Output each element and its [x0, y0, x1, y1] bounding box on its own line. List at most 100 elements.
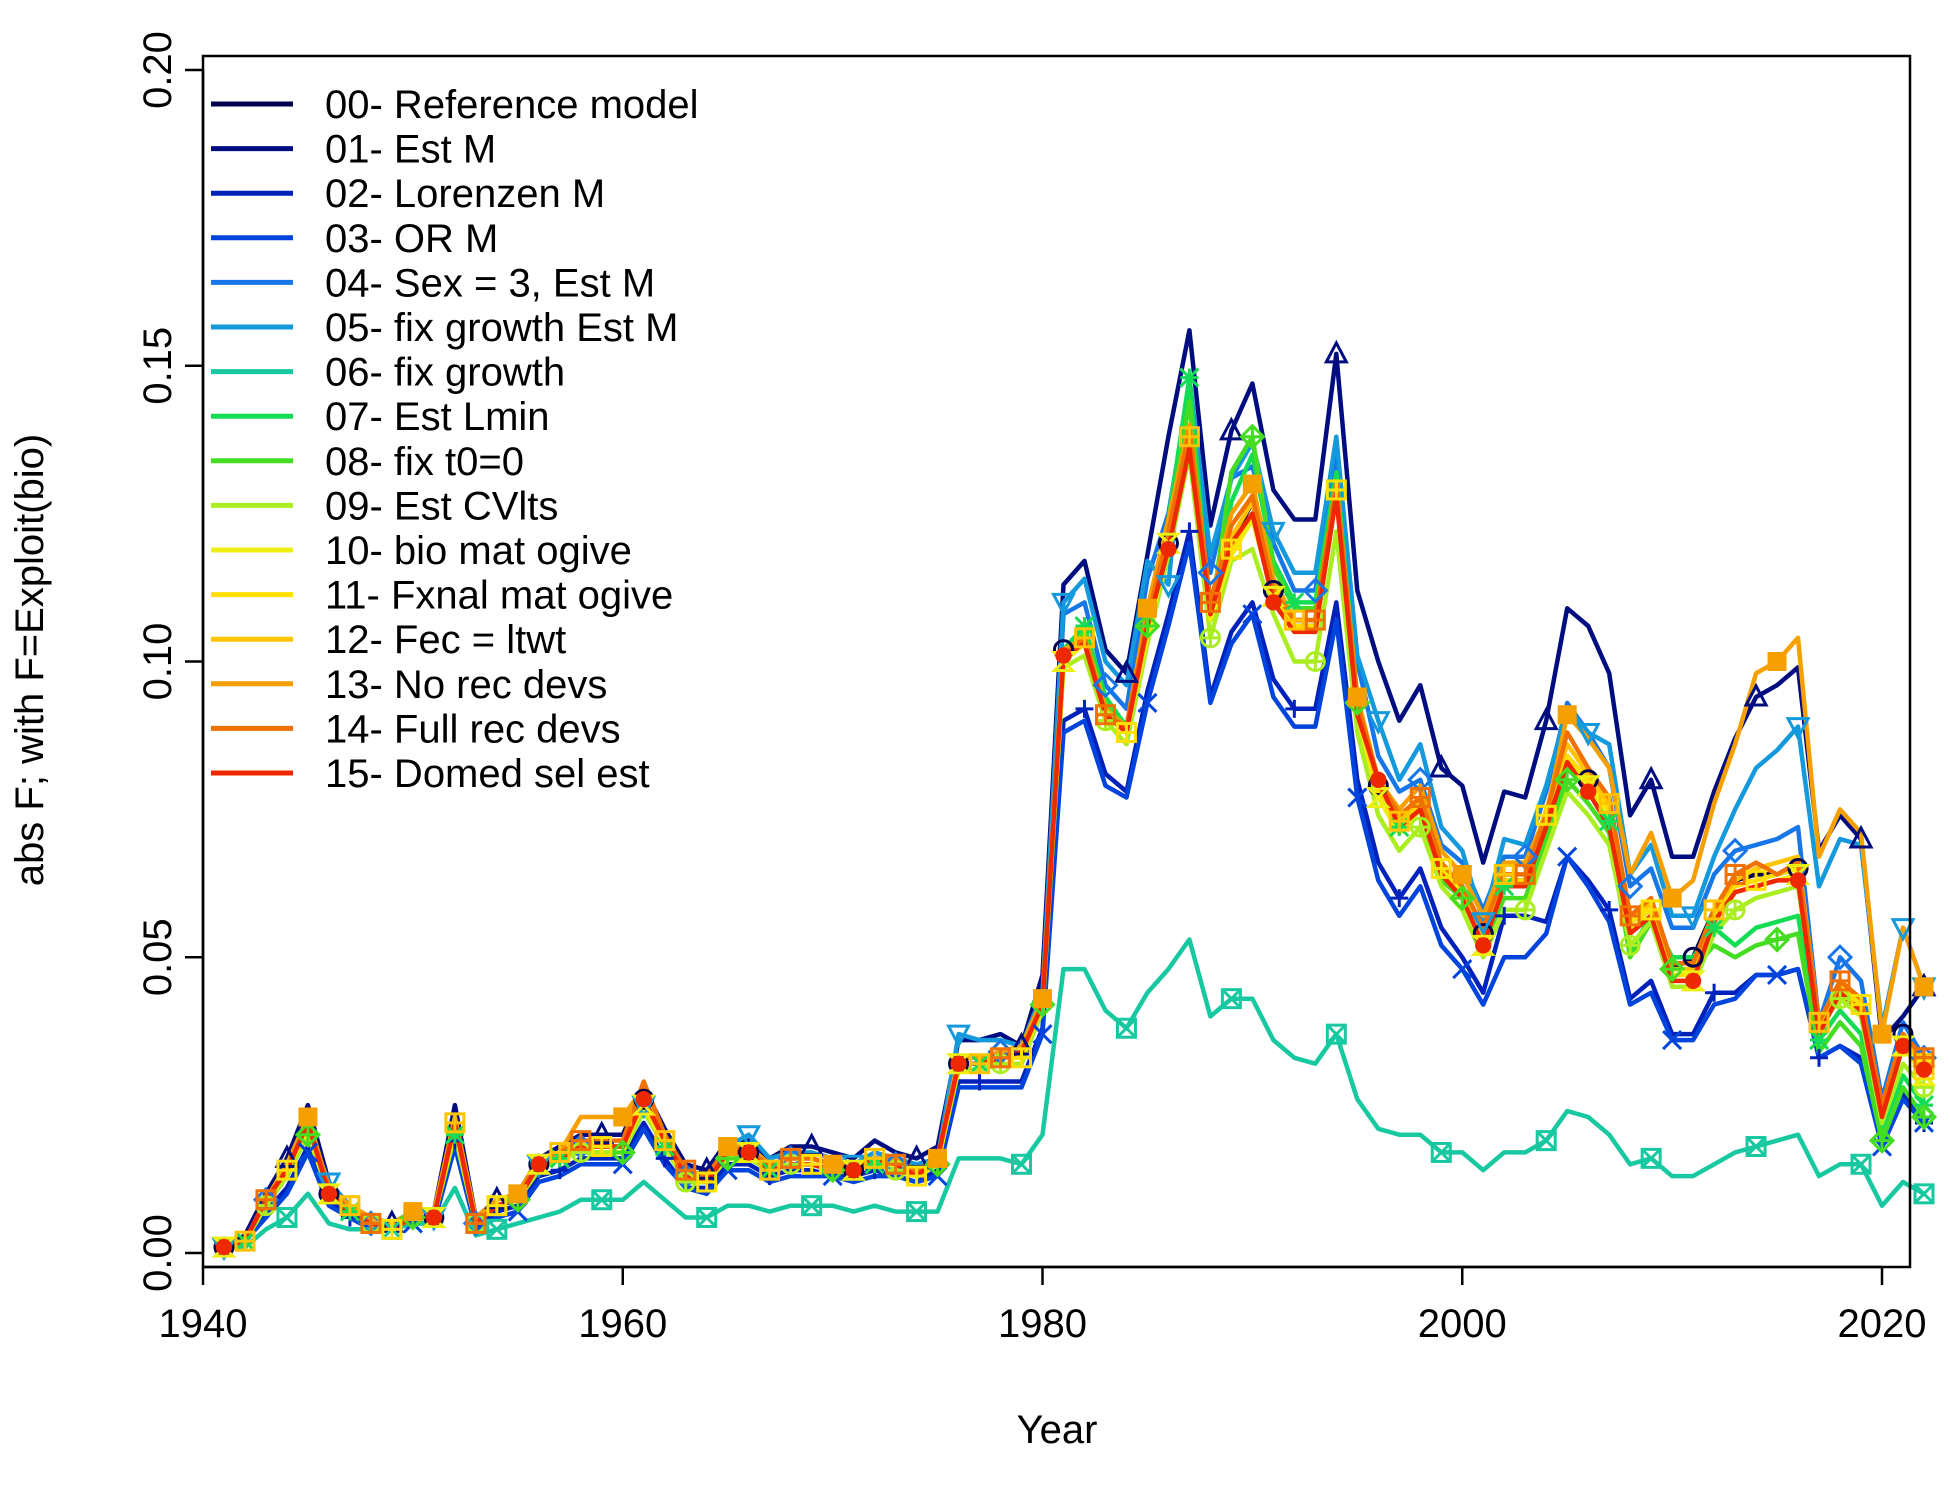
series-marker-8 — [1449, 884, 1476, 912]
series-marker-8 — [1239, 423, 1266, 450]
y-axis-title: abs F; with F=Exploit(bio) — [8, 434, 52, 886]
series-marker-15 — [1915, 1061, 1933, 1078]
series-marker-12 — [1598, 792, 1620, 814]
series-marker-6 — [1535, 1130, 1557, 1152]
series-marker-12 — [1808, 1011, 1830, 1033]
legend-label: 12- Fec = ltwt — [325, 618, 566, 662]
marker-layer — [211, 339, 1938, 1262]
series-marker-1 — [1638, 765, 1664, 790]
legend-label: 01- Est M — [325, 128, 496, 172]
series-marker-14 — [1619, 905, 1641, 927]
series-marker-11 — [1011, 1047, 1033, 1069]
series-marker-1 — [1533, 706, 1559, 731]
series-marker-8 — [1449, 884, 1476, 912]
series-marker-14 — [1409, 787, 1431, 809]
series-marker-12 — [1703, 899, 1725, 921]
legend-label: 11- Fxnal mat ogive — [325, 574, 673, 618]
series-marker-5 — [1470, 912, 1496, 936]
series-marker-8 — [1659, 955, 1686, 983]
series-marker-12 — [1073, 627, 1095, 649]
series-marker-8 — [1134, 612, 1161, 640]
series-marker-7 — [1074, 615, 1095, 637]
legend-label: 03- OR M — [325, 217, 498, 261]
series-marker-8 — [609, 1139, 636, 1166]
series-marker-5 — [1260, 521, 1286, 546]
series-marker-15 — [1055, 647, 1072, 664]
series-marker-14 — [1724, 863, 1746, 885]
series-marker-12 — [969, 1053, 991, 1075]
series-marker-15 — [1475, 937, 1492, 954]
series-marker-13 — [1914, 977, 1934, 997]
series-marker-2 — [970, 1072, 989, 1091]
series-marker-5 — [1470, 912, 1496, 936]
series-marker-12 — [1178, 426, 1200, 448]
series-marker-6 — [1913, 1183, 1935, 1205]
series-marker-11 — [801, 1153, 823, 1175]
legend-label: 10- bio mat ogive — [325, 529, 632, 573]
series-marker-14 — [1829, 970, 1851, 992]
x-tick-label: 2020 — [1838, 1302, 1927, 1346]
series-marker-3 — [1242, 604, 1263, 625]
series-marker-15 — [1160, 540, 1177, 558]
series-marker-6 — [276, 1207, 298, 1229]
series-marker-8 — [1763, 926, 1791, 953]
x-tick-label: 2000 — [1418, 1302, 1507, 1346]
legend-label: 08- fix t0=0 — [325, 440, 524, 484]
series-marker-3 — [297, 1142, 318, 1163]
series-marker-15 — [845, 1162, 862, 1179]
legend-label: 06- fix growth — [325, 351, 565, 395]
x-axis-title: Year — [1017, 1408, 1098, 1452]
series-marker-6 — [696, 1207, 718, 1229]
series-marker-6 — [486, 1218, 508, 1240]
series-marker-13 — [1137, 598, 1157, 618]
series-marker-1 — [1113, 659, 1139, 683]
series-marker-6 — [1011, 1153, 1033, 1175]
series-marker-14 — [1304, 609, 1326, 631]
series-marker-15 — [320, 1185, 338, 1202]
series-marker-5 — [1575, 722, 1601, 747]
series-marker-5 — [1575, 722, 1601, 747]
series-marker-15 — [950, 1055, 967, 1072]
series-marker-5 — [1051, 592, 1076, 617]
legend-label: 13- No rec devs — [325, 663, 607, 707]
series-marker-2 — [1495, 906, 1514, 925]
series-marker-4 — [1302, 577, 1329, 604]
series-marker-15 — [530, 1156, 547, 1173]
series-marker-13 — [613, 1107, 633, 1127]
series-marker-12 — [444, 1112, 466, 1134]
series-marker-6 — [1325, 1023, 1347, 1045]
series-marker-5 — [1785, 717, 1811, 741]
series-marker-0 — [1682, 946, 1704, 968]
series-marker-4 — [1197, 559, 1224, 586]
series-marker-12 — [864, 1147, 886, 1169]
series-marker-7 — [1808, 1029, 1830, 1051]
series-marker-5 — [1785, 717, 1811, 741]
series-marker-1 — [1323, 339, 1349, 364]
series-marker-14 — [990, 1047, 1012, 1069]
series-marker-11 — [1220, 538, 1242, 560]
series-marker-6 — [591, 1189, 613, 1211]
series-marker-3 — [1662, 1029, 1683, 1051]
series-marker-6 — [906, 1201, 928, 1223]
series-marker-8 — [1910, 1103, 1938, 1131]
series-marker-7 — [1284, 592, 1305, 613]
series-marker-4 — [1826, 944, 1854, 971]
series-marker-2 — [1390, 889, 1409, 908]
series-marker-13 — [928, 1148, 948, 1168]
series-marker-9 — [1829, 988, 1851, 1010]
series-marker-11 — [1745, 869, 1767, 891]
y-axis: 0.00 0.05 0.10 0.15 0.20 — [136, 31, 205, 1292]
series-marker-15 — [1580, 783, 1597, 800]
series-marker-13 — [1347, 687, 1367, 707]
series-marker-11 — [276, 1159, 298, 1181]
series-marker-15 — [215, 1238, 233, 1256]
x-axis: 1940 1960 1980 2000 2020 — [159, 1265, 1927, 1346]
series-marker-14 — [1514, 863, 1536, 885]
y-tick-label: 0.05 — [136, 918, 180, 996]
series-marker-5 — [1890, 918, 1916, 942]
series-line-6 — [221, 937, 1927, 1250]
series-marker-5 — [1890, 918, 1916, 942]
series-marker-13 — [1557, 705, 1577, 725]
series-marker-8 — [1134, 612, 1161, 640]
